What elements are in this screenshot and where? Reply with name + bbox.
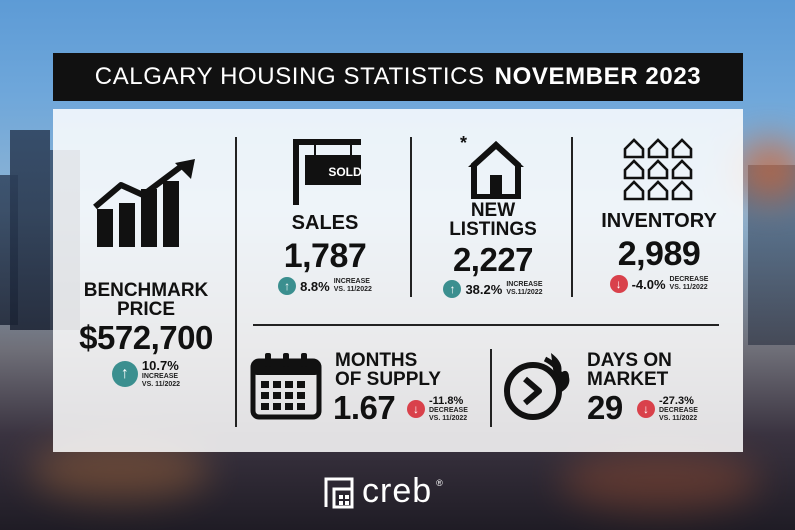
days-on-market-stat: DAYS ON MARKET 29 ↓ -27.3% DECREASE VS. … [499, 349, 739, 431]
months-supply-note-1: DECREASE [429, 407, 468, 414]
up-arrow-icon: ↑ [111, 360, 138, 387]
creb-brand: creb ® [324, 472, 443, 511]
days-on-market-label-line2: MARKET [587, 369, 669, 390]
title-period: NOVEMBER 2023 [494, 63, 702, 90]
new-listings-value: 2,227 [452, 241, 534, 278]
inventory-change-pct: -4.0% [631, 276, 666, 292]
benchmark-value: $572,700 [79, 319, 213, 356]
growth-chart-icon [93, 159, 195, 247]
inventory-change: ↓ -4.0% DECREASE VS. 11/2022 [579, 275, 739, 293]
new-listings-change: ↑ 38.2% INCREASE VS.11/2022 [419, 280, 567, 298]
months-supply-change: ↓ -11.8% DECREASE VS. 11/2022 [407, 395, 468, 423]
brand-registered-mark: ® [436, 477, 443, 488]
new-listings-note-2: VS.11/2022 [506, 289, 543, 296]
new-house-icon: * [460, 133, 524, 199]
new-listings-label-line1: NEW [470, 200, 516, 221]
days-on-market-note-2: VS. 11/2022 [659, 415, 698, 422]
up-arrow-icon: ↑ [443, 280, 462, 298]
up-arrow-icon: ↑ [278, 277, 297, 295]
calendar-icon [250, 353, 322, 420]
benchmark-change-pct: 10.7% [141, 358, 179, 373]
creb-logo-icon [324, 477, 354, 508]
divider [235, 137, 237, 427]
divider [253, 324, 719, 326]
clock-fire-icon [504, 353, 570, 420]
sales-stat: SOLD SALES 1,787 ↑ 8.8% INCREASE VS. 11/… [245, 135, 405, 295]
days-on-market-note-1: DECREASE [659, 407, 698, 414]
inventory-value: 2,989 [617, 235, 701, 273]
months-supply-value: 1.67 [333, 389, 396, 426]
svg-text:*: * [460, 133, 467, 153]
benchmark-label: BENCHMARK PRICE [61, 281, 231, 319]
new-listings-change-pct: 38.2% [465, 281, 503, 297]
months-supply-label-line2: OF SUPPLY [335, 369, 441, 390]
months-supply-label-line1: MONTHS [335, 350, 418, 371]
days-on-market-change: ↓ -27.3% DECREASE VS. 11/2022 [637, 395, 698, 423]
sales-change: ↑ 8.8% INCREASE VS. 11/2022 [245, 277, 405, 295]
benchmark-change: ↑ 10.7% INCREASE VS. 11/2022 [61, 358, 231, 389]
months-supply-change-pct: -11.8% [429, 395, 464, 407]
title-bar: CALGARY HOUSING STATISTICS NOVEMBER 2023 [53, 53, 743, 101]
inventory-note-1: DECREASE [669, 276, 709, 283]
down-arrow-icon: ↓ [637, 400, 655, 418]
inventory-label: INVENTORY [601, 210, 717, 232]
divider [490, 349, 492, 427]
sales-note-2: VS. 11/2022 [333, 286, 372, 293]
benchmark-label-line2: PRICE [116, 299, 176, 320]
houses-grid-icon [623, 138, 693, 201]
down-arrow-icon: ↓ [407, 400, 425, 418]
sold-sign-text: SOLD [328, 165, 362, 179]
benchmark-note-1: INCREASE [141, 373, 179, 380]
divider [571, 137, 573, 297]
divider [410, 137, 412, 297]
new-listings-label-line2: LISTINGS [449, 219, 537, 240]
months-supply-note-2: VS. 11/2022 [429, 415, 468, 422]
months-of-supply-stat: MONTHS OF SUPPLY 1.67 ↓ -11.8% DECREASE … [249, 351, 485, 431]
benchmark-note-2: VS. 11/2022 [141, 381, 181, 388]
inventory-note-2: VS. 11/2022 [669, 284, 708, 291]
new-listings-note-1: INCREASE [506, 281, 543, 288]
benchmark-label-line1: BENCHMARK [83, 280, 209, 301]
new-listings-stat: * NEW LISTINGS 2,227 ↑ 38.2% INCREASE VS… [419, 133, 567, 298]
sales-label: SALES [291, 212, 359, 234]
days-on-market-label-line1: DAYS ON [587, 350, 672, 371]
sold-sign-icon [293, 139, 361, 205]
title-text: CALGARY HOUSING STATISTICS [94, 63, 485, 90]
months-supply-label: MONTHS OF SUPPLY [335, 351, 441, 389]
days-on-market-label: DAYS ON MARKET [587, 351, 672, 389]
inventory-stat: INVENTORY 2,989 ↓ -4.0% DECREASE VS. 11/… [579, 137, 739, 293]
stats-panel: BENCHMARK PRICE $572,700 ↑ 10.7% INCREAS… [53, 109, 743, 452]
sales-change-pct: 8.8% [300, 278, 330, 294]
sales-value: 1,787 [283, 237, 367, 275]
sales-note-1: INCREASE [333, 278, 370, 285]
down-arrow-icon: ↓ [609, 275, 628, 293]
new-listings-label: NEW LISTINGS [419, 201, 567, 239]
days-on-market-change-pct: -27.3% [659, 395, 694, 407]
days-on-market-value: 29 [587, 389, 623, 426]
brand-name: creb [362, 472, 433, 510]
benchmark-price-stat: BENCHMARK PRICE $572,700 ↑ 10.7% INCREAS… [61, 159, 231, 389]
